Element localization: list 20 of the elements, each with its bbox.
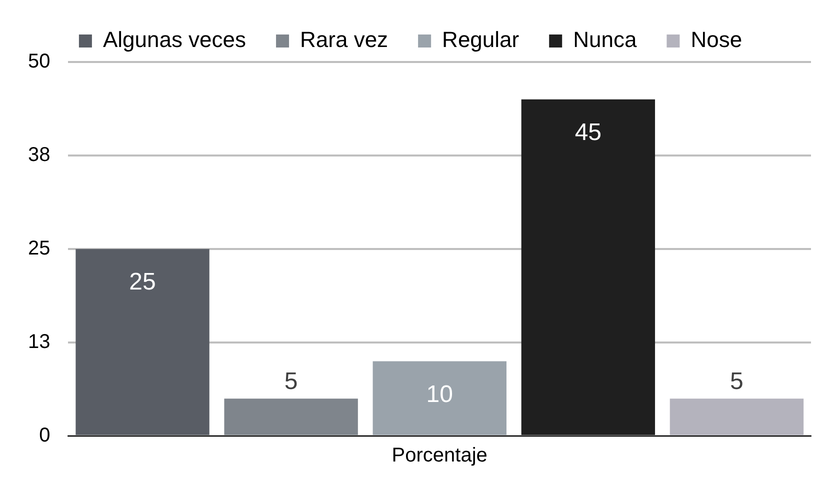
x-tick-label: Porcentaje	[392, 444, 488, 467]
y-tick-label: 50	[28, 50, 50, 73]
legend-label: Nunca	[573, 27, 638, 52]
y-tick-label: 13	[28, 331, 50, 354]
bar	[76, 249, 210, 435]
bar	[372, 361, 506, 435]
data-label: 5	[730, 368, 744, 396]
data-label: 5	[284, 368, 298, 396]
y-tick-label: 25	[28, 238, 50, 260]
bar	[224, 398, 358, 435]
bar	[521, 99, 656, 435]
legend-label: Nose	[690, 27, 742, 52]
data-label: 25	[129, 268, 156, 296]
legend-label: Regular	[442, 27, 520, 52]
y-tick-label: 38	[28, 144, 50, 166]
legend-label: Algunas veces	[102, 27, 246, 52]
data-label: 10	[426, 380, 453, 408]
data-label: 45	[574, 119, 602, 146]
y-tick-label: 0	[39, 424, 50, 447]
legend-label: Rara vez	[300, 27, 388, 52]
